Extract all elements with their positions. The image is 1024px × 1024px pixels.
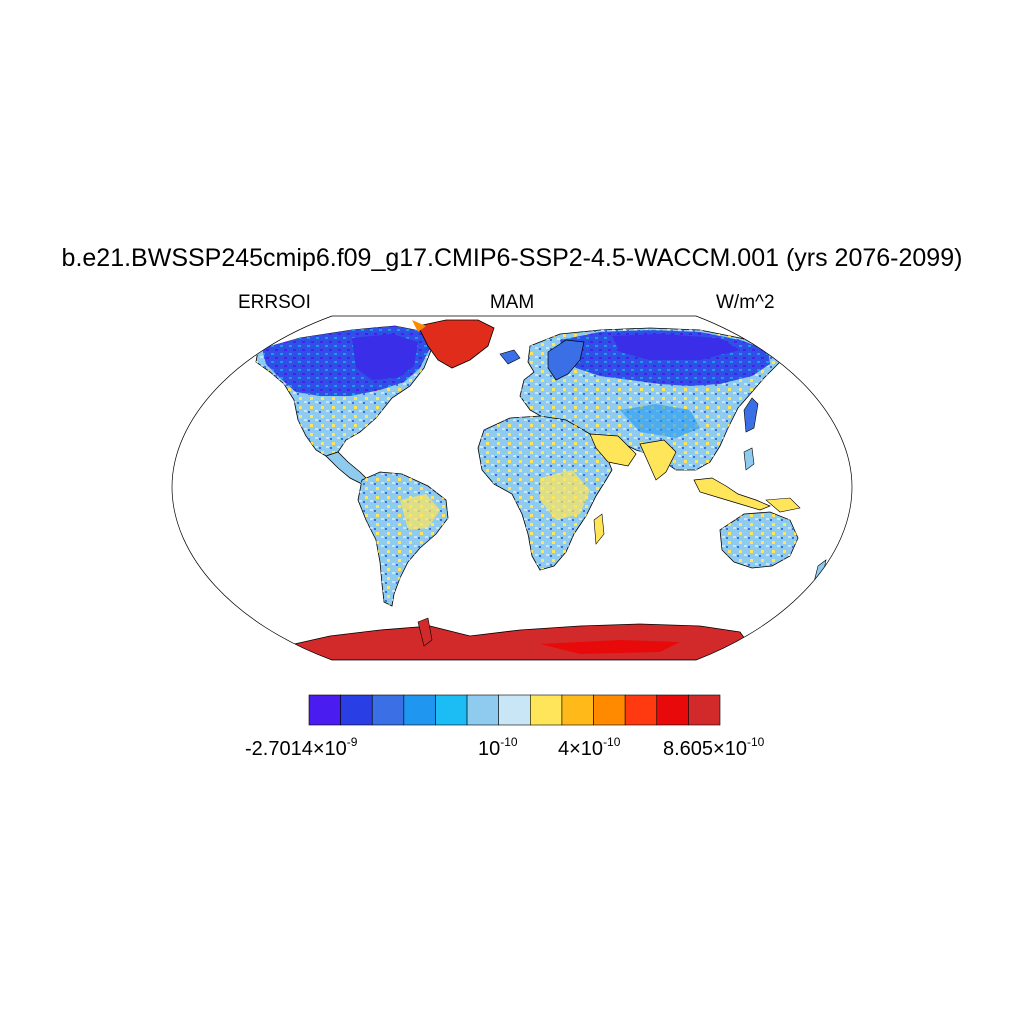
season-label: MAM <box>489 292 535 313</box>
colorbar-box-8 <box>530 694 563 726</box>
map-data-layer <box>255 319 827 660</box>
new-zealand-land <box>811 559 827 591</box>
scandinavia-land <box>547 339 585 381</box>
madagascar-land <box>593 513 605 545</box>
colorbar-box-9 <box>561 694 594 726</box>
colorbar-label-2: 10-10 <box>478 735 518 760</box>
map-boundary <box>171 315 853 661</box>
colorbar-box-3 <box>371 694 405 726</box>
colorbar-box-1 <box>308 694 341 726</box>
central-america-land <box>325 451 369 485</box>
colorbar <box>308 694 721 726</box>
colorbar-box-7 <box>498 694 531 726</box>
colorbar-label-min: -2.7014×10-9 <box>245 735 358 760</box>
map-title: b.e21.BWSSP245cmip6.f09_g17.CMIP6-SSP2-4… <box>61 244 963 272</box>
arabia-land <box>589 433 637 467</box>
colorbar-box-6 <box>466 694 499 726</box>
colorbar-box-4 <box>403 694 436 726</box>
colorbar-label-3: 4×10-10 <box>558 735 621 760</box>
colorbar-box-11 <box>624 694 658 726</box>
colorbar-box-10 <box>593 694 626 726</box>
se-asia-islands <box>693 477 771 511</box>
colorbar-box-5 <box>435 694 468 726</box>
iceland-land <box>499 349 521 365</box>
greenland-land <box>417 319 495 369</box>
variable-label: ERRSOI <box>238 292 311 313</box>
colorbar-label-max: 8.605×10-10 <box>663 735 765 760</box>
colorbar-box-13 <box>688 694 721 726</box>
colorbar-box-2 <box>340 694 373 726</box>
japan-land <box>743 397 759 433</box>
new-guinea-land <box>765 497 801 513</box>
units-label: W/m^2 <box>716 292 775 313</box>
india-land <box>639 439 677 481</box>
antarctica-land <box>279 623 761 660</box>
colorbar-box-12 <box>656 694 689 726</box>
